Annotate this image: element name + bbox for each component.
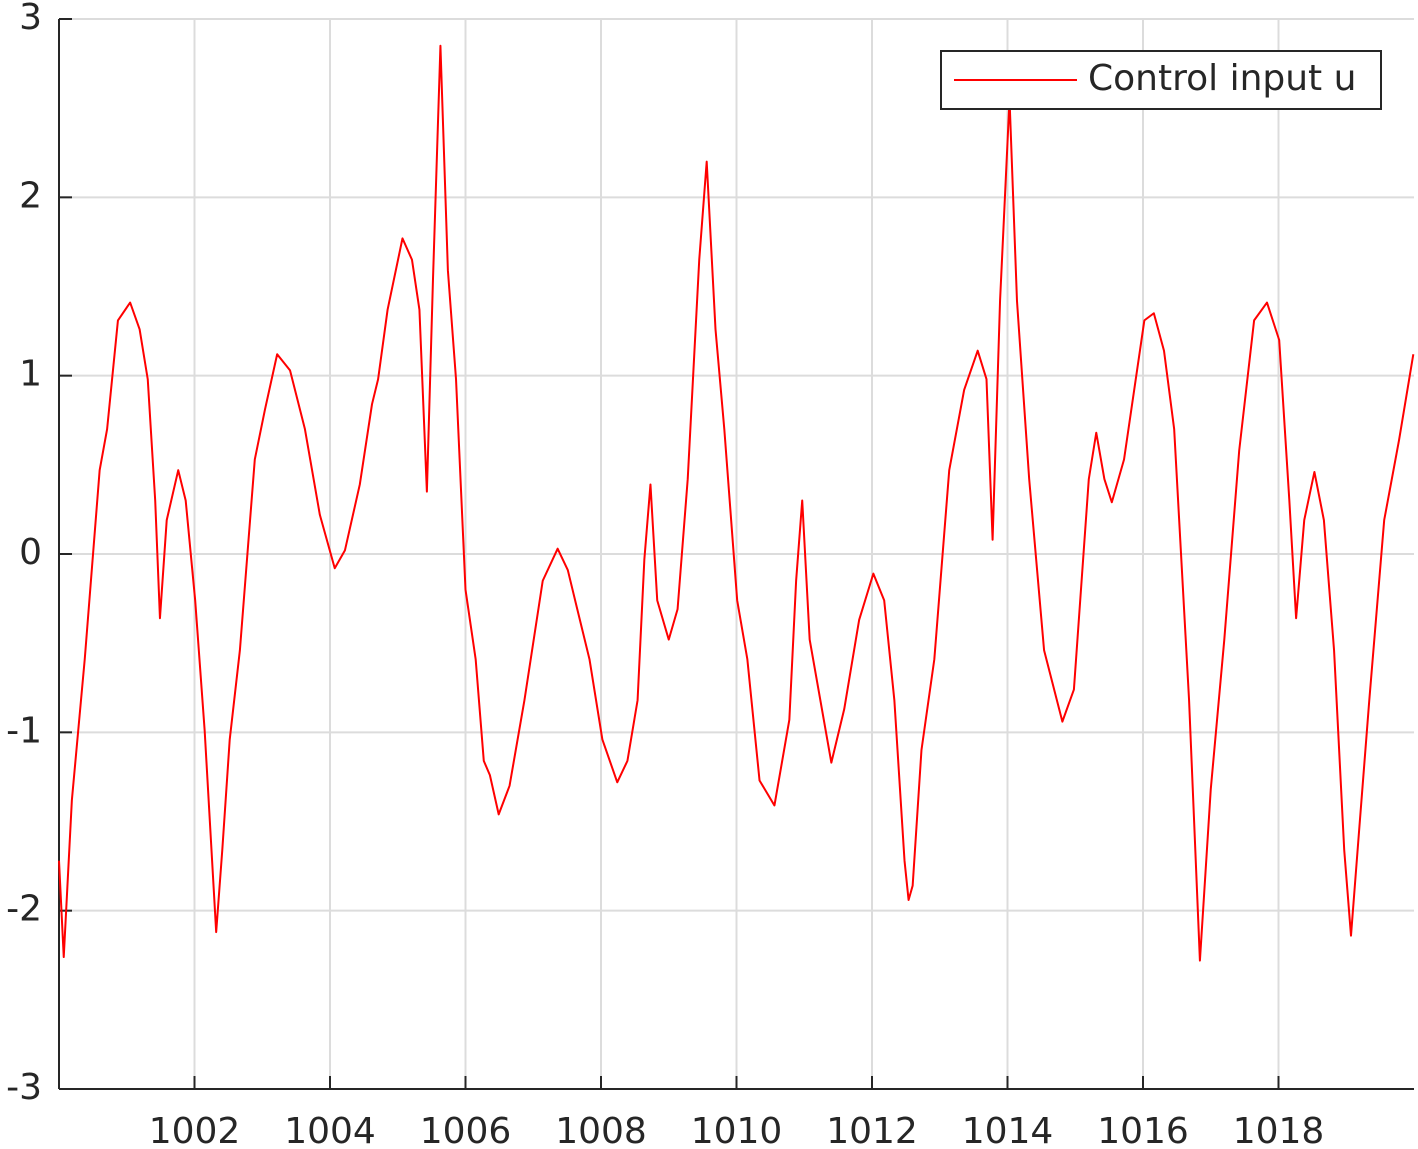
x-tick-label: 1010 — [691, 1111, 783, 1149]
y-tick-label: -3 — [6, 1067, 42, 1108]
x-tick-label: 1018 — [1233, 1111, 1325, 1149]
x-tick-label: 1004 — [284, 1111, 376, 1149]
x-tick-label: 1008 — [555, 1111, 647, 1149]
y-tick-label: 0 — [19, 532, 42, 573]
x-tick-label: 1016 — [1097, 1111, 1189, 1149]
y-tick-label: -2 — [6, 889, 42, 930]
y-tick-label: 1 — [19, 354, 42, 395]
legend-label: Control input u — [1088, 58, 1356, 99]
y-tick-label: -1 — [6, 710, 42, 751]
x-tick-label: 1006 — [420, 1111, 512, 1149]
y-tick-label: 2 — [19, 175, 42, 216]
x-tick-label: 1014 — [962, 1111, 1054, 1149]
y-tick-label: 3 — [19, 0, 42, 38]
x-tick-label: 1012 — [826, 1111, 918, 1149]
x-tick-label: 1002 — [149, 1111, 241, 1149]
data-line — [58, 44, 1415, 962]
